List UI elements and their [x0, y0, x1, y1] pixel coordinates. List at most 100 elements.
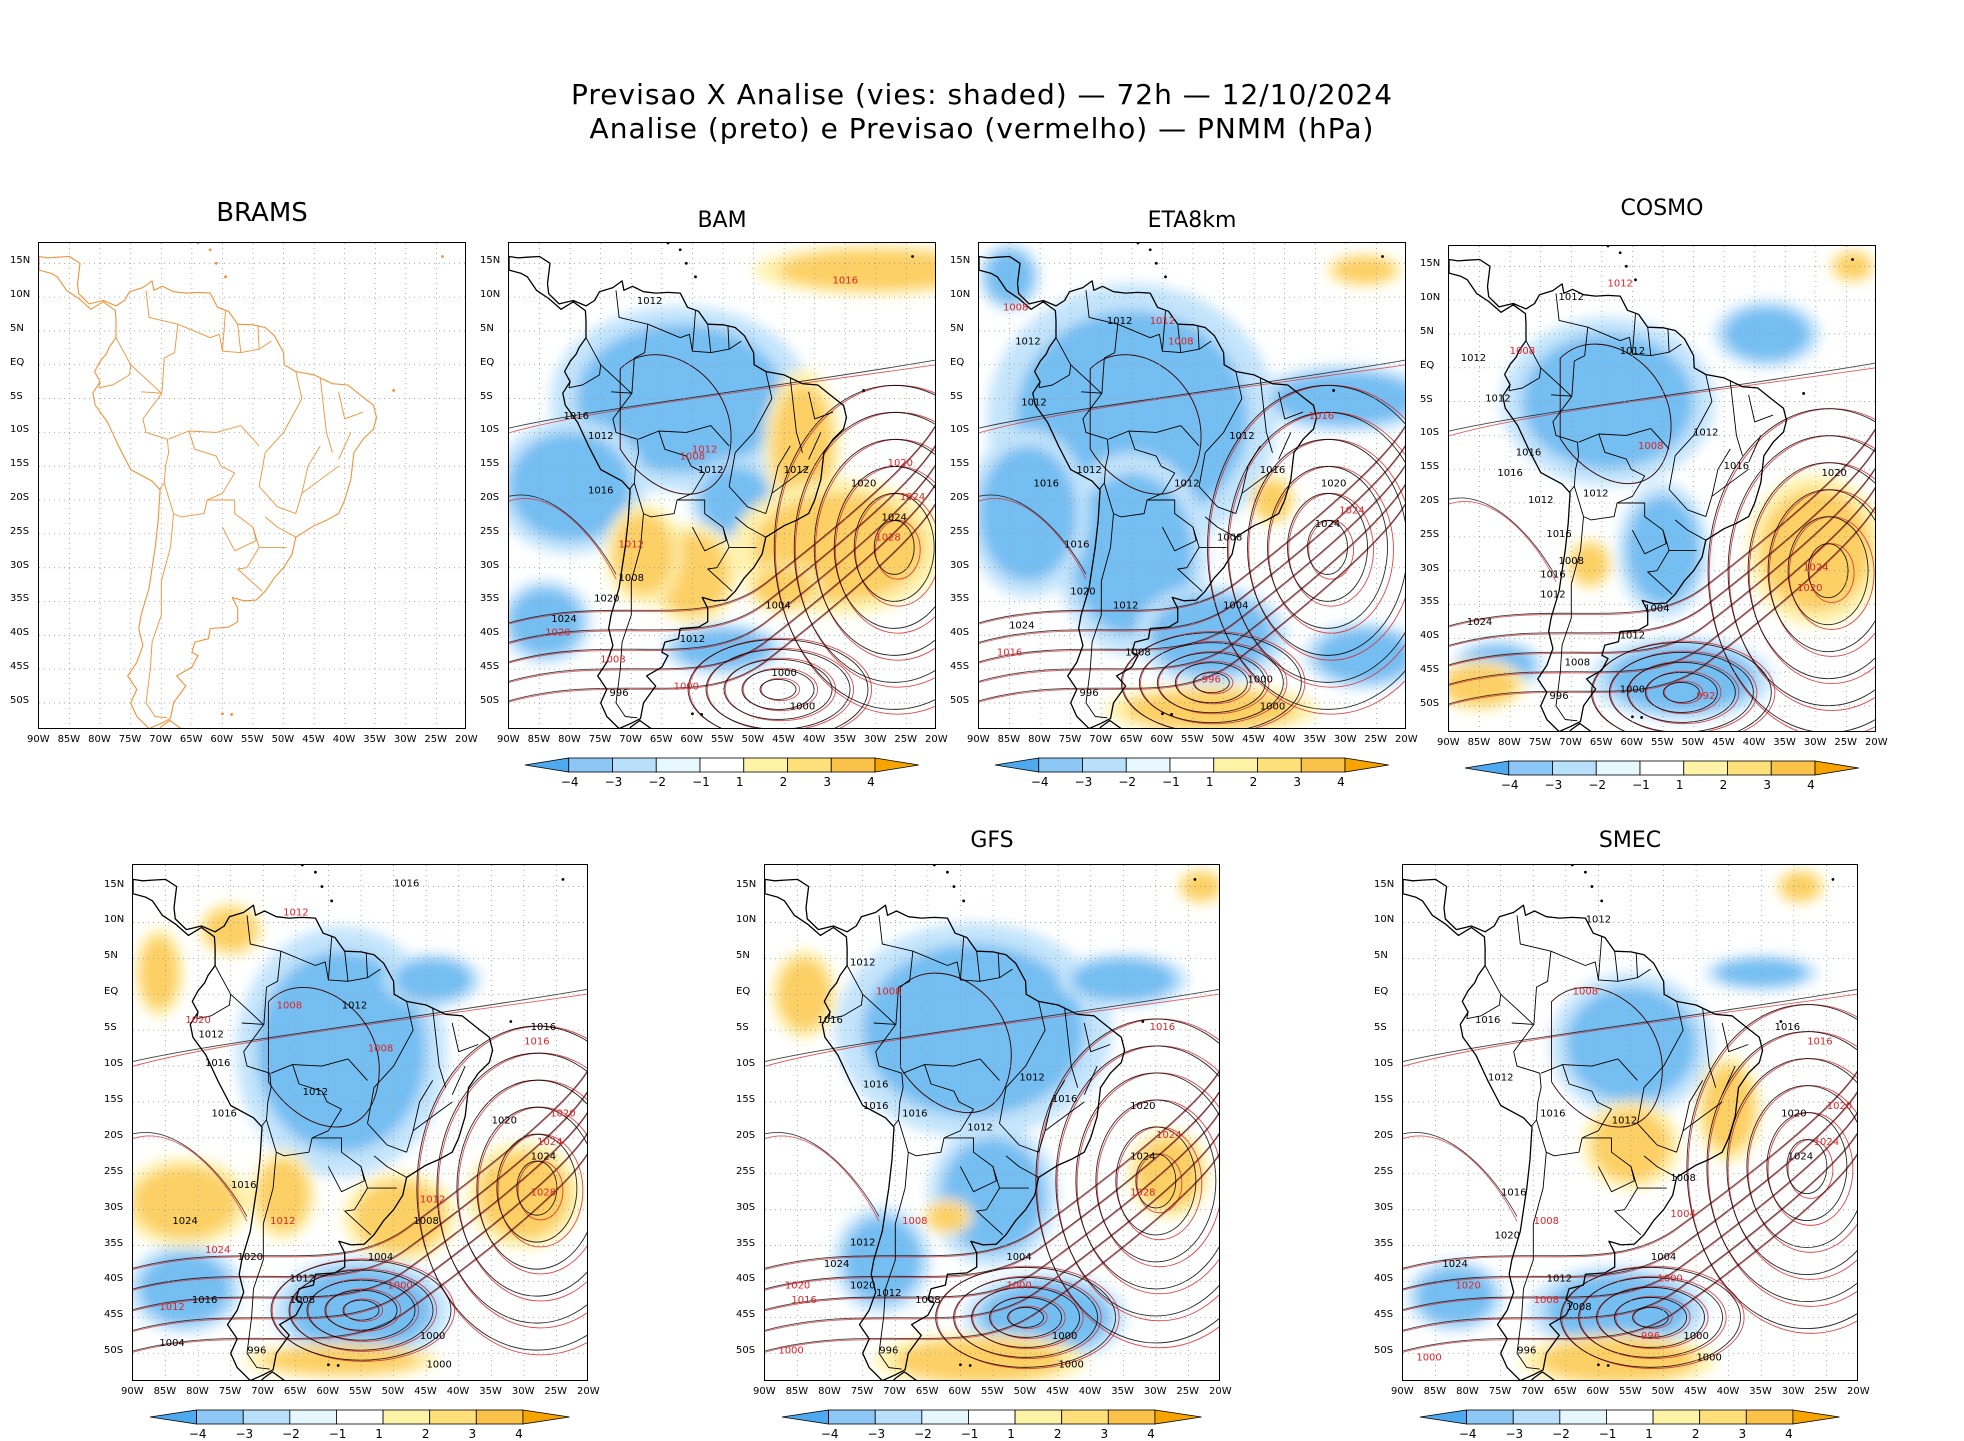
lon-tick-label: 65W — [915, 1386, 939, 1397]
low-pressure-isobar — [1664, 680, 1704, 705]
isobar-southern — [133, 1071, 587, 1270]
island — [300, 865, 304, 867]
lon-tick-label: 40W — [446, 1386, 470, 1397]
lat-tick-label: 25S — [736, 1165, 756, 1177]
isobar-northern — [1403, 993, 1857, 1067]
isobar-label: 1016 — [1724, 461, 1749, 472]
colorbar-label: 4 — [1807, 778, 1815, 792]
country-border — [1508, 340, 1542, 392]
island — [224, 275, 227, 279]
isobar-label: 1000 — [426, 1360, 451, 1371]
colorbar — [525, 757, 919, 773]
lon-tick-label: 75W — [218, 1386, 242, 1397]
island — [932, 865, 936, 867]
colorbar-segment — [336, 1409, 384, 1425]
country-border — [207, 499, 257, 552]
high-pressure-isobar — [1727, 435, 1875, 707]
colorbar-segment — [1038, 757, 1084, 773]
colorbar-segment — [1746, 1409, 1794, 1425]
isobar-label: 1004 — [765, 600, 790, 611]
country-border — [1676, 1101, 1723, 1153]
lon-tick-label: 30W — [863, 734, 887, 745]
lat-tick-label: 30S — [10, 559, 30, 571]
country-border — [1083, 1022, 1111, 1053]
isobar-label: 1016 — [817, 1015, 842, 1026]
lon-tick-label: 70W — [1521, 1386, 1544, 1397]
lat-tick-label: 5S — [950, 390, 963, 402]
isobar-label: 1024 — [537, 1137, 562, 1148]
isobar-southern — [1403, 1092, 1857, 1291]
positive-bias-core — [895, 1338, 1065, 1380]
map-canvas: 1012 1008 1016 1016 1016 1012 1016 1012 1020 1020… — [1403, 865, 1857, 1380]
island — [214, 261, 218, 265]
country-border — [237, 324, 242, 353]
map-frame: 1012 1012 1012 1012 1008 1012 1012 1008 1016 1016… — [1448, 245, 1876, 732]
lon-tick-label: 25W — [1176, 1386, 1200, 1397]
isobar-label: 1016 — [1064, 539, 1089, 550]
island — [1590, 885, 1594, 888]
lon-tick-label: 40W — [332, 734, 356, 745]
positive-bias-core — [1834, 252, 1871, 280]
country-border — [1721, 1022, 1749, 1053]
coastlines — [1449, 246, 1854, 731]
island — [1154, 261, 1158, 265]
lat-tick-label: 5N — [480, 322, 494, 334]
colorbar-segment — [1727, 760, 1772, 776]
country-border — [912, 950, 1013, 982]
lon-tick-label: 45W — [772, 734, 795, 745]
lon-tick-label: 55W — [1181, 734, 1204, 745]
lat-tick-label: 45S — [1420, 664, 1440, 676]
country-border — [771, 445, 791, 494]
isobar-label: 1008 — [876, 986, 901, 997]
country-border — [367, 1065, 407, 1153]
colorbar-label: −3 — [867, 1427, 886, 1441]
lat-tick-label: 40S — [10, 627, 30, 639]
isobar-label: 1012 — [619, 539, 644, 550]
isobar-label: 1020 — [1827, 1101, 1852, 1112]
isobar-label: 1000 — [771, 668, 796, 679]
lon-tick-label: 50W — [741, 734, 765, 745]
lon-tick-label: 90W — [753, 1386, 776, 1397]
figure-title-line1: Previsao X Analise (vies: shaded) — 72h … — [570, 78, 1394, 111]
panel-title: BRAMS — [216, 198, 308, 228]
low-pressure-isobar — [705, 648, 851, 728]
isobar-label: 1000 — [1260, 702, 1285, 713]
island — [561, 877, 565, 881]
island — [314, 870, 317, 874]
isobar-label: 1012 — [692, 445, 717, 456]
country-border — [1647, 529, 1673, 595]
isobar-southern — [133, 1070, 587, 1269]
low-pressure-isobar — [1615, 1295, 1691, 1340]
country-border — [1711, 448, 1731, 497]
country-border — [1278, 432, 1292, 460]
colorbar — [782, 1409, 1202, 1425]
isobar-label: 1024 — [1339, 506, 1364, 517]
colorbar-arrow-left — [782, 1409, 830, 1425]
lon-tick-label: 60W — [948, 1386, 972, 1397]
lon-tick-label: 45W — [414, 1386, 437, 1397]
colorbar-segment — [612, 757, 657, 773]
positive-bias-core — [204, 908, 257, 952]
isobar-label: 1016 — [531, 1022, 556, 1033]
lon-tick-label: 40W — [1078, 1386, 1102, 1397]
country-border — [1748, 394, 1774, 423]
island — [230, 713, 234, 716]
lon-tick-label: 45W — [1242, 734, 1265, 745]
lon-tick-label: 50W — [1681, 737, 1705, 748]
lat-tick-label: 30S — [1374, 1201, 1394, 1213]
isobar-southern — [1449, 467, 1875, 666]
lon-tick-label: 60W — [316, 1386, 340, 1397]
colorbar-label: 3 — [468, 1427, 477, 1441]
lat-tick-label: 10S — [1374, 1058, 1394, 1070]
positive-bias-core — [133, 1166, 238, 1239]
high-pressure-isobar — [1075, 1072, 1219, 1290]
lat-tick-label: 10N — [480, 289, 501, 301]
low-pressure-isobar — [972, 1285, 1084, 1350]
lon-tick-label: 25W — [1834, 737, 1858, 748]
lat-tick-label: EQ — [1420, 359, 1435, 371]
lon-tick-label: 65W — [283, 1386, 307, 1397]
colorbar-arrow-right — [1792, 1409, 1840, 1425]
colorbar-label: 3 — [1738, 1427, 1747, 1441]
isobar-label: 1016 — [1546, 529, 1571, 540]
